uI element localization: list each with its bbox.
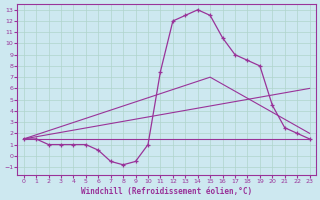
X-axis label: Windchill (Refroidissement éolien,°C): Windchill (Refroidissement éolien,°C) [81,187,252,196]
